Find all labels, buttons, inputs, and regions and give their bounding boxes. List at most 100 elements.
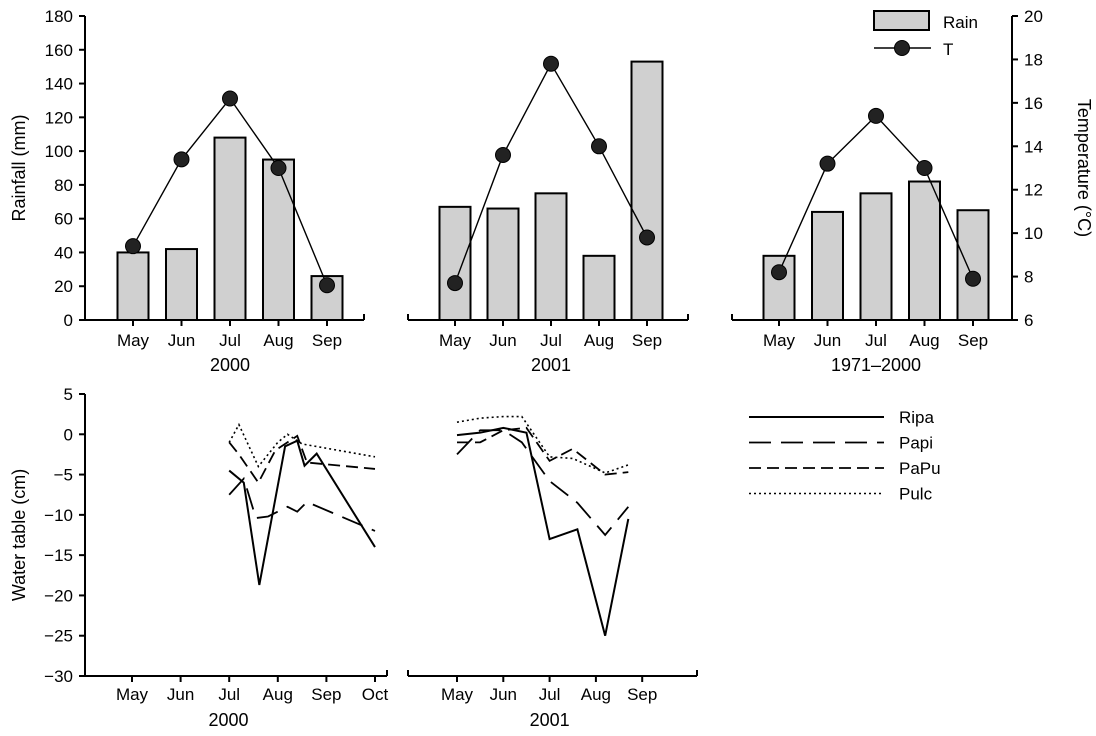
temperature-tick-label: 12 (1024, 181, 1043, 200)
rainfall-tick-label: 60 (54, 210, 73, 229)
month-tick-label: Aug (909, 331, 939, 350)
month-tick-label: Sep (311, 685, 341, 704)
month-tick-label: Sep (632, 331, 662, 350)
temperature-axis-title: Temperature (°C) (1074, 99, 1094, 237)
water-table-line-pulc (228, 422, 376, 469)
rainfall-tick-label: 120 (45, 108, 73, 127)
month-tick-label: Jun (489, 331, 516, 350)
rain-bar (165, 248, 198, 321)
rain-bar (582, 254, 616, 321)
rainfall-tick-label: 0 (64, 311, 73, 330)
water-table-tick-label: −5 (54, 466, 73, 485)
water-table-tick-label: −30 (44, 667, 73, 686)
rain-bar (486, 207, 520, 322)
month-tick-label: Sep (627, 685, 657, 704)
temperature-point (495, 146, 511, 163)
water-table-tick-label: 0 (64, 425, 73, 444)
panel-label: 2001 (530, 710, 570, 730)
temperature-point (447, 275, 463, 292)
rain-bar (956, 209, 990, 322)
month-tick-label: Aug (263, 685, 293, 704)
legend-label-ripa: Ripa (899, 408, 935, 427)
water-table-line-ripa (456, 426, 630, 636)
rainfall-tick-label: 20 (54, 277, 73, 296)
temperature-tick-label: 10 (1024, 224, 1043, 243)
rain-bar (213, 136, 247, 321)
bars-layer (116, 60, 990, 322)
month-tick-label: Jul (219, 331, 241, 350)
rain-bar (116, 251, 150, 321)
month-tick-label: Aug (581, 685, 611, 704)
month-tick-label: Jul (539, 685, 561, 704)
water-table-tick-label: −25 (44, 627, 73, 646)
month-tick-label: May (116, 685, 149, 704)
water-table-tick-label: −15 (44, 546, 73, 565)
month-tick-label: Aug (584, 331, 614, 350)
temperature-point (543, 55, 559, 72)
rain-bar (534, 192, 568, 321)
panel-label: 1971–2000 (831, 355, 921, 375)
rain-bar (438, 205, 472, 322)
legend-label-pulc: Pulc (899, 485, 933, 504)
water-table-tick-label: 5 (64, 385, 73, 404)
rainfall-tick-label: 100 (45, 142, 73, 161)
legend-rain-label: Rain (943, 13, 978, 32)
rain-bar (811, 210, 844, 322)
lines-layer (125, 55, 981, 636)
month-tick-label: Aug (263, 331, 293, 350)
legend-label-papu: PaPu (899, 459, 941, 478)
rain-bar (859, 192, 893, 321)
legend-temperature-swatch-dot (894, 40, 910, 56)
legend-temperature-label: T (943, 40, 953, 59)
water-table-line-pulc (456, 415, 629, 474)
temperature-point (965, 270, 981, 287)
water-table-line-ripa (228, 439, 376, 586)
month-tick-label: May (439, 331, 472, 350)
month-tick-label: Oct (362, 685, 389, 704)
panel-label: 2001 (531, 355, 571, 375)
month-tick-label: Sep (958, 331, 988, 350)
temperature-point (125, 238, 141, 255)
temperature-tick-label: 18 (1024, 50, 1043, 69)
water-table-tick-label: −10 (44, 506, 73, 525)
month-tick-label: Jul (218, 685, 240, 704)
month-tick-label: Jun (167, 685, 194, 704)
month-tick-label: Jun (814, 331, 841, 350)
month-tick-label: Sep (312, 331, 342, 350)
temperature-point (319, 277, 335, 294)
water-table-axis-title: Water table (cm) (9, 469, 29, 601)
temperature-tick-label: 16 (1024, 94, 1043, 113)
month-tick-label: May (763, 331, 796, 350)
temperature-point (222, 90, 238, 107)
water-table-line-papu (457, 426, 629, 476)
month-tick-label: May (117, 331, 150, 350)
temperature-point (868, 107, 884, 124)
temperature-point (173, 151, 190, 168)
temperature-point (639, 229, 655, 246)
water-table-line-papi (228, 476, 376, 532)
temperature-point (819, 155, 836, 172)
month-tick-label: Jul (540, 331, 562, 350)
temperature-tick-label: 8 (1024, 268, 1033, 287)
month-tick-label: May (441, 685, 474, 704)
temperature-tick-label: 6 (1024, 311, 1033, 330)
month-tick-label: Jul (865, 331, 887, 350)
rain-bar (908, 180, 941, 321)
rain-bar (262, 158, 295, 321)
rainfall-tick-label: 140 (45, 75, 73, 94)
temperature-point (771, 264, 787, 281)
rainfall-tick-label: 80 (54, 176, 73, 195)
rain-bar (630, 60, 664, 321)
legend-rain-swatch (873, 10, 930, 31)
month-tick-label: Jun (168, 331, 195, 350)
temperature-tick-label: 20 (1024, 7, 1043, 26)
temperature-point (916, 160, 933, 176)
panel-label: 2000 (210, 355, 250, 375)
month-tick-label: Jun (490, 685, 517, 704)
temperature-point (591, 138, 607, 155)
water-table-tick-label: −20 (44, 586, 73, 605)
temperature-point (270, 160, 287, 176)
panel-label: 2000 (208, 710, 248, 730)
